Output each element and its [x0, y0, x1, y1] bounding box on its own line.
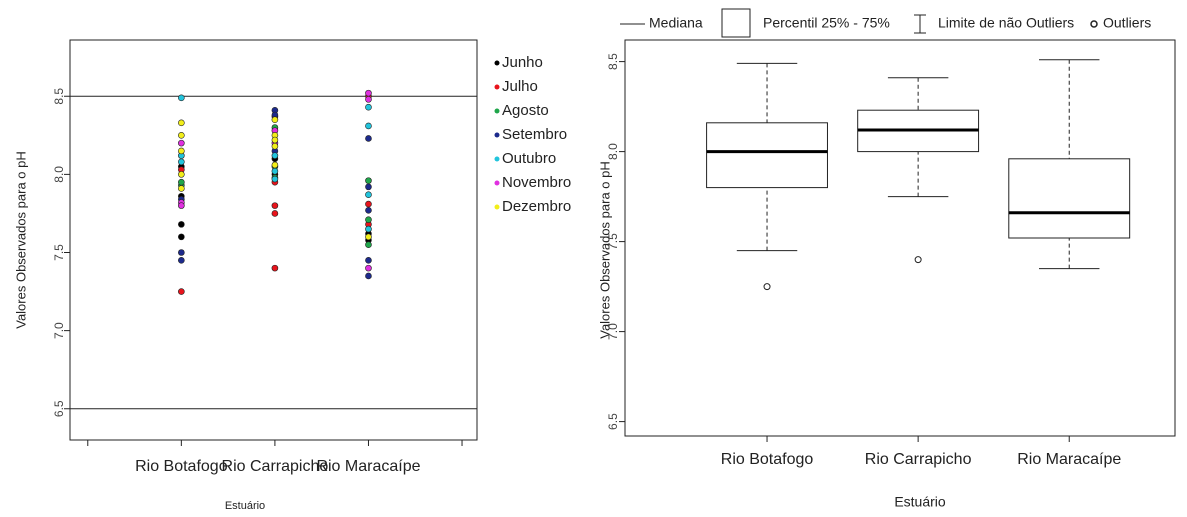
plot-frame	[69, 39, 478, 441]
point	[365, 122, 372, 130]
point	[178, 185, 185, 192]
point	[271, 167, 279, 175]
y-tick-label: 6.5	[606, 413, 620, 430]
x-tick-label: Rio Maracaípe	[316, 458, 420, 475]
legend-marker	[914, 14, 926, 34]
point	[365, 200, 372, 208]
point	[365, 264, 372, 272]
point	[271, 175, 279, 183]
outlier	[914, 256, 922, 264]
y-axis-title: Valores Observados para o pH	[13, 151, 28, 329]
box	[1008, 158, 1131, 239]
legend-label: Dezembro	[502, 198, 571, 215]
point	[178, 178, 185, 186]
legend-label: Outliers	[1103, 15, 1151, 31]
legend-marker	[494, 180, 500, 186]
point	[178, 94, 185, 102]
legend-label: Setembro	[502, 126, 567, 143]
legend-marker	[494, 204, 500, 210]
x-axis-title: Estuário	[894, 494, 946, 510]
x-tick-label: Rio Carrapicho	[865, 451, 972, 468]
point	[271, 202, 279, 209]
legend-marker	[494, 84, 500, 90]
legend-marker	[494, 108, 500, 114]
y-tick-label: 8.0	[606, 143, 620, 160]
x-axis-title: Estuário	[225, 500, 265, 512]
point	[271, 152, 279, 159]
legend-label: Limite de não Outliers	[938, 15, 1074, 31]
point	[271, 142, 279, 150]
point	[365, 191, 372, 198]
point	[365, 257, 372, 264]
point	[178, 171, 185, 178]
point	[365, 89, 372, 97]
y-tick-label: 7.5	[52, 244, 66, 261]
point	[271, 116, 279, 123]
y-tick-label: 8.5	[52, 88, 66, 105]
legend-label: Novembro	[502, 174, 571, 191]
point	[365, 183, 372, 191]
y-tick-label: 7.0	[52, 322, 66, 339]
point	[365, 96, 372, 103]
y-tick-label: 7.5	[606, 233, 620, 250]
point	[365, 207, 372, 214]
legend-label: Julho	[502, 78, 538, 95]
y-tick-label: 8.0	[52, 166, 66, 183]
y-axis-title: Valores Observados para o pH	[597, 161, 612, 339]
plot-frame	[624, 39, 1176, 437]
point	[178, 233, 185, 241]
legend-marker	[494, 60, 500, 66]
point	[365, 233, 372, 241]
legend-label: Agosto	[502, 102, 549, 119]
legend-marker	[1090, 20, 1098, 28]
point	[178, 257, 185, 264]
point	[178, 139, 185, 147]
y-tick-label: 7.0	[606, 323, 620, 340]
legend-label: Mediana	[649, 15, 703, 31]
legend-marker	[721, 8, 751, 38]
x-tick-label: Rio Botafogo	[721, 451, 814, 468]
point	[365, 272, 372, 280]
point	[365, 135, 372, 142]
y-tick-label: 8.5	[606, 53, 620, 70]
point	[365, 225, 372, 233]
point	[365, 241, 372, 248]
point	[178, 288, 185, 295]
point	[365, 216, 372, 223]
point	[178, 221, 185, 228]
x-tick-label: Rio Carrapicho	[222, 458, 329, 475]
point	[178, 158, 185, 166]
point	[271, 264, 279, 272]
point	[178, 132, 185, 139]
legend-label: Percentil 25% - 75%	[763, 15, 890, 31]
legend-label: Junho	[502, 54, 543, 71]
point	[365, 103, 372, 111]
legend-marker	[494, 132, 500, 138]
x-tick-label: Rio Botafogo	[135, 458, 228, 475]
point	[178, 147, 185, 155]
point	[271, 210, 279, 217]
point	[271, 136, 279, 144]
point	[178, 119, 185, 127]
legend-marker	[494, 156, 500, 162]
x-tick-label: Rio Maracaípe	[1017, 451, 1121, 468]
point	[178, 249, 185, 256]
box	[706, 122, 828, 189]
y-tick-label: 6.5	[52, 400, 66, 417]
point	[365, 177, 372, 184]
point	[178, 202, 185, 209]
outlier	[763, 283, 771, 291]
point	[271, 161, 279, 169]
legend-label: Outubro	[502, 150, 556, 167]
